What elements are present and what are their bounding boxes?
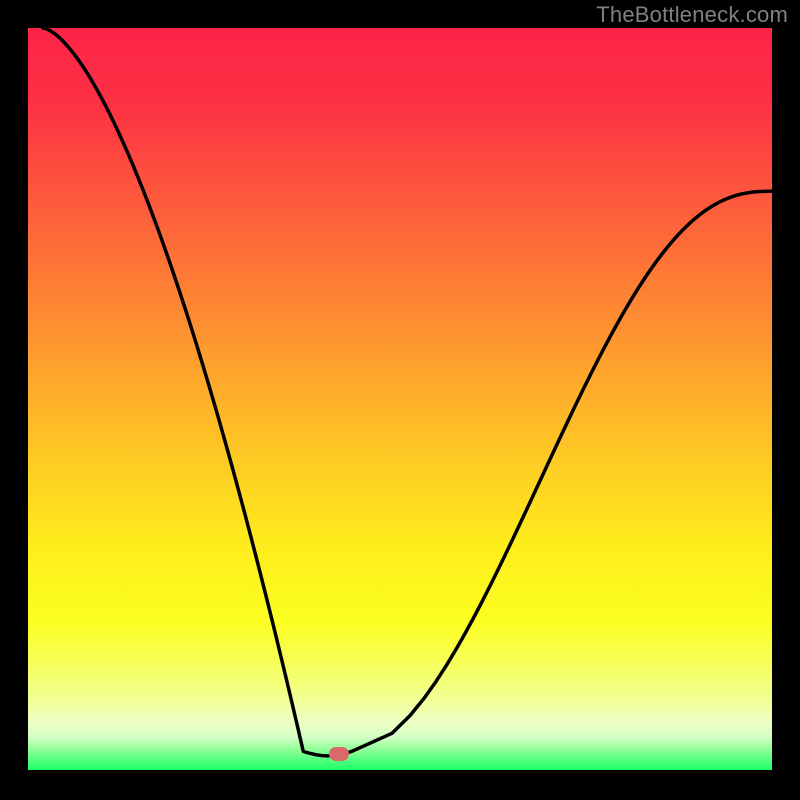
watermark-text: TheBottleneck.com	[596, 2, 788, 28]
curve-path	[43, 28, 772, 756]
plot-area	[28, 28, 772, 770]
bottleneck-curve	[28, 28, 772, 770]
optimal-marker	[329, 747, 349, 761]
